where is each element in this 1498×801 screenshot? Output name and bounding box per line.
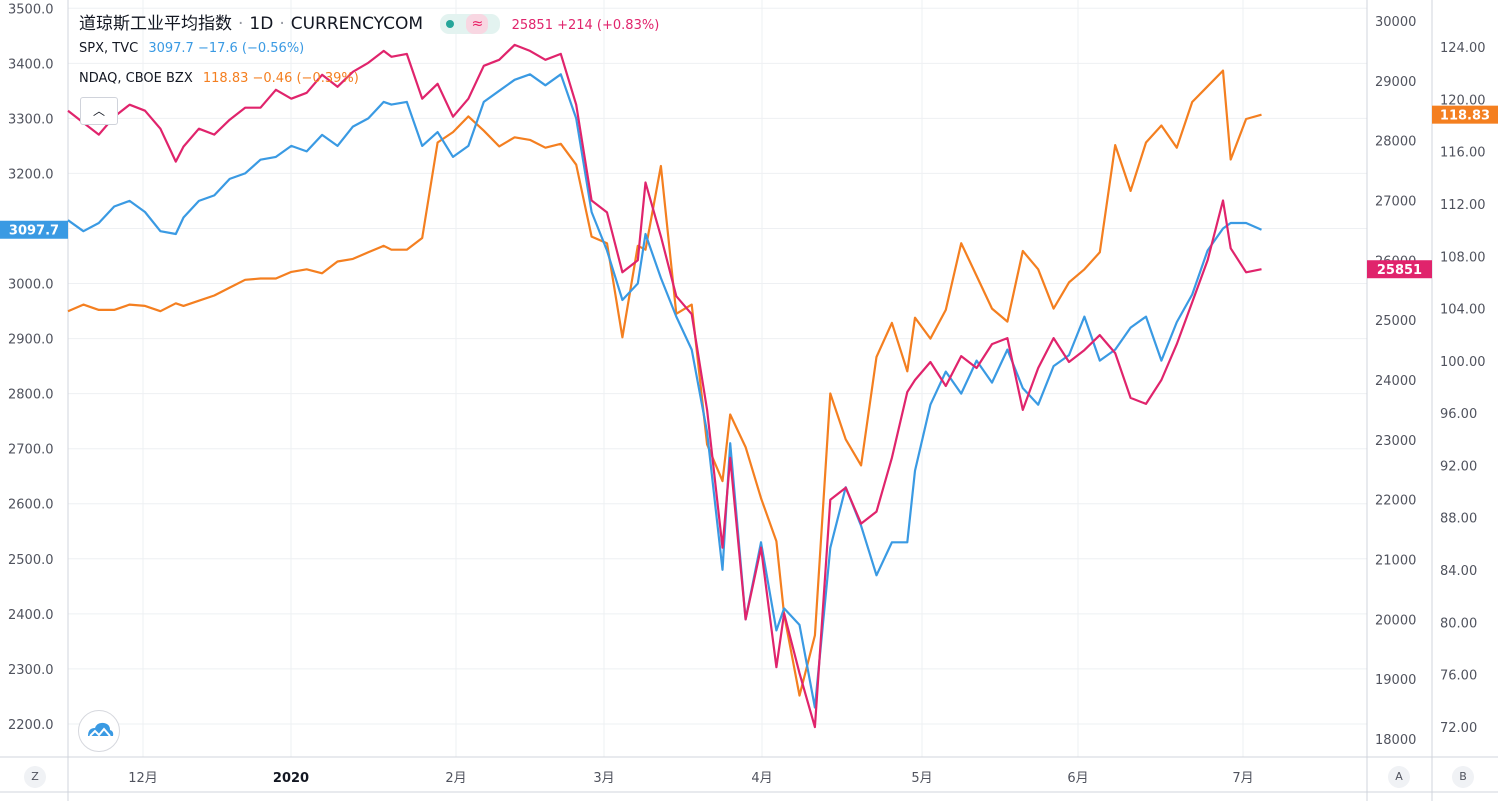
dji-axis-tick-label: 30000	[1375, 15, 1416, 30]
left-axis-tick-label: 3000.0	[8, 278, 54, 293]
ndaq-axis-tick-label: 116.00	[1440, 146, 1486, 161]
last-value-badge-ndaq	[1432, 105, 1498, 124]
left-axis-tick-label: 2200.0	[8, 718, 54, 733]
legend-ndaq[interactable]: NDAQ, CBOE BZX 118.83 −0.46 (−0.39%)	[79, 71, 365, 86]
time-axis-tick-label: 3月	[593, 771, 614, 786]
legend-collapse-button[interactable]: ︿	[80, 97, 118, 125]
ndaq-axis-tick-label: 96.00	[1440, 407, 1477, 422]
ndaq-axis-tick-label: 120.00	[1440, 93, 1486, 108]
time-axis-tick-label: 5月	[911, 771, 932, 786]
left-axis-tick-label: 2600.0	[8, 498, 54, 513]
chevron-up-icon: ︿	[92, 104, 105, 118]
ndaq-axis-tick-label: 88.00	[1440, 512, 1477, 527]
left-axis-tick-label: 2800.0	[8, 388, 54, 403]
time-axis-tick-label: 12月	[128, 771, 158, 786]
legend-main-sep1: ·	[238, 14, 244, 34]
dji-axis-tick-label: 24000	[1375, 374, 1416, 389]
left-axis-tick-label: 3400.0	[8, 57, 54, 72]
legend-main-interval: 1D	[249, 14, 274, 34]
legend-main-title: 道琼斯工业平均指数	[79, 14, 232, 34]
auto-scale-b-button[interactable]: B	[1452, 766, 1474, 788]
dji-axis-tick-label: 29000	[1375, 75, 1416, 90]
left-axis-tick-label: 3300.0	[8, 112, 54, 127]
series-line-left	[67, 73, 1262, 709]
last-value-label-dji: 25851	[1377, 263, 1422, 278]
ndaq-axis-tick-label: 76.00	[1440, 669, 1477, 684]
approximate-icon: ≈	[466, 14, 489, 34]
market-open-dot-icon	[446, 20, 455, 28]
legend-spx-name: SPX, TVC	[79, 41, 139, 56]
cloud-logo-icon	[88, 722, 114, 737]
dji-axis-tick-label: 27000	[1375, 194, 1416, 209]
left-axis-tick-label: 3200.0	[8, 167, 54, 182]
time-axis-tick-label: 6月	[1067, 771, 1088, 786]
legend-main-source: CURRENCYCOM	[290, 14, 424, 34]
tradingview-logo-button[interactable]	[78, 710, 120, 752]
last-value-label-ndaq: 118.83	[1440, 109, 1490, 124]
dji-axis-tick-label: 22000	[1375, 494, 1416, 509]
legend-spx[interactable]: SPX, TVC 3097.7 −17.6 (−0.56%)	[79, 41, 310, 56]
left-axis-tick-label: 2400.0	[8, 608, 54, 623]
legend-ndaq-values: 118.83 −0.46 (−0.39%)	[202, 71, 359, 86]
dji-axis-tick-label: 23000	[1375, 434, 1416, 449]
time-axis-tick-label: 4月	[751, 771, 772, 786]
auto-scale-z-button[interactable]: Z	[24, 766, 46, 788]
left-axis-tick-label: 2700.0	[8, 443, 54, 458]
last-value-badge-dji	[1367, 260, 1432, 279]
dji-axis-tick-label: 19000	[1375, 673, 1416, 688]
left-axis-tick-label: 2300.0	[8, 663, 54, 678]
ndaq-axis-tick-label: 84.00	[1440, 564, 1477, 579]
ndaq-axis-tick-label: 124.00	[1440, 41, 1486, 56]
last-value-badge-left	[0, 220, 68, 239]
legend-main-sep2: ·	[279, 14, 285, 34]
dji-axis-tick-label: 25000	[1375, 314, 1416, 329]
ndaq-axis-tick-label: 100.00	[1440, 355, 1486, 370]
ndaq-axis-tick-label: 108.00	[1440, 250, 1486, 265]
ndaq-axis-tick-label: 104.00	[1440, 303, 1486, 318]
ndaq-axis-tick-label: 80.00	[1440, 616, 1477, 631]
market-status-badge[interactable]: ≈	[440, 14, 501, 34]
legend-main-values: 25851 +214 (+0.83%)	[511, 18, 660, 33]
series-line-ndaq	[67, 69, 1262, 697]
legend-ndaq-name: NDAQ, CBOE BZX	[79, 71, 193, 86]
auto-scale-a-button[interactable]: A	[1388, 766, 1410, 788]
time-axis-tick-label: 7月	[1232, 771, 1253, 786]
ndaq-axis-tick-label: 72.00	[1440, 721, 1477, 736]
series-line-dji	[67, 43, 1262, 729]
ndaq-axis-tick-label: 112.00	[1440, 198, 1486, 213]
time-axis-tick-label: 2月	[445, 771, 466, 786]
legend-main[interactable]: 道琼斯工业平均指数 · 1D · CURRENCYCOM ≈ 25851 +214 (+…	[79, 9, 665, 34]
ndaq-axis-tick-label: 92.00	[1440, 459, 1477, 474]
left-axis-tick-label: 3500.0	[8, 2, 54, 17]
last-value-label-left: 3097.7	[9, 224, 59, 239]
left-axis-tick-label: 2900.0	[8, 333, 54, 348]
dji-axis-tick-label: 18000	[1375, 733, 1416, 748]
legend-spx-values: 3097.7 −17.6 (−0.56%)	[148, 41, 305, 56]
left-axis-tick-label: 2500.0	[8, 553, 54, 568]
dji-axis-tick-label: 21000	[1375, 554, 1416, 569]
dji-axis-tick-label: 28000	[1375, 135, 1416, 150]
time-axis-tick-label: 2020	[273, 771, 309, 786]
dji-axis-tick-label: 20000	[1375, 613, 1416, 628]
